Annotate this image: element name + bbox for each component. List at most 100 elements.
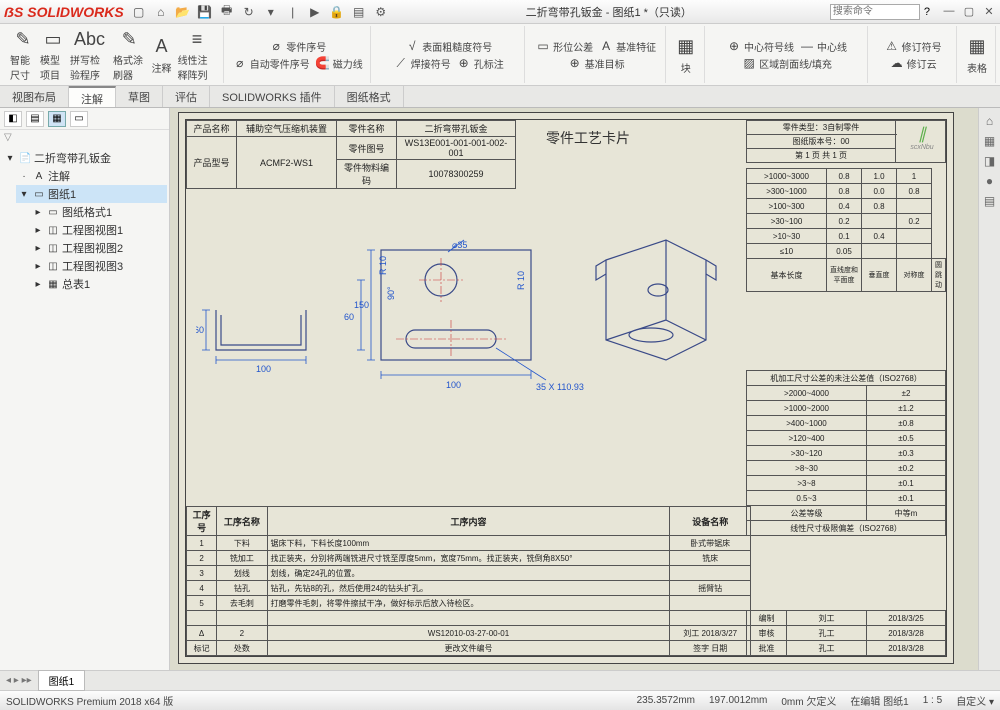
- print-icon[interactable]: 🖶: [220, 5, 234, 19]
- ortho-views: 100 60 ⌀35 150 60 100: [196, 180, 736, 410]
- ribbon-btn[interactable]: ▦表格: [963, 33, 991, 77]
- appr-icon[interactable]: ●: [986, 174, 993, 188]
- svg-text:100: 100: [256, 364, 271, 374]
- ribbon-btn[interactable]: ▭模型项目: [38, 25, 68, 84]
- window-controls: — ▢ ✕: [942, 5, 996, 18]
- ribbon: ✎智能尺寸▭模型项目Abc拼写检验程序✎格式涂刷器A注释≡线性注释阵列 ⌀零件序…: [0, 24, 1000, 86]
- feature-tree: ▾📄二折弯带孔钣金·A注解▾▭图纸1▸▭图纸格式1▸◫工程图视图1▸◫工程图视图…: [0, 145, 169, 297]
- svg-text:90°: 90°: [386, 286, 396, 300]
- tree-item[interactable]: ▸▦总表1: [30, 275, 167, 293]
- card-title: 零件工艺卡片: [546, 128, 630, 148]
- status-x: 235.3572mm: [637, 695, 695, 706]
- minimize-icon[interactable]: —: [942, 5, 956, 18]
- ribbon-btn[interactable]: —中心线: [800, 39, 847, 54]
- right-header-table: 零件类型：3自制零件图纸版本号：00第 1 页 共 1 页: [746, 120, 946, 163]
- signature-table: 编制刘工2018/3/25审核孔工2018/3/28批准孔工2018/3/28: [746, 610, 946, 656]
- close-icon[interactable]: ✕: [982, 5, 996, 18]
- header-table: 产品名称辅助空气压缩机装置零件名称二折弯带孔钣金产品型号ACMF2-WS1零件图…: [186, 120, 516, 189]
- cust-icon[interactable]: ▤: [984, 194, 995, 208]
- status-y: 197.0012mm: [709, 695, 767, 706]
- svg-text:35 X 110.93: 35 X 110.93: [536, 382, 584, 392]
- tree-item[interactable]: ▾▭图纸1: [16, 185, 167, 203]
- config-tab-icon[interactable]: ▦: [48, 111, 66, 127]
- ribbon-tab[interactable]: 图纸格式: [335, 86, 404, 107]
- open-icon[interactable]: 📂: [176, 5, 190, 19]
- ribbon-btn[interactable]: A基准特征: [599, 39, 656, 54]
- ribbon-btn[interactable]: ⊕中心符号线: [727, 39, 794, 54]
- ribbon-btn[interactable]: ✎智能尺寸: [8, 25, 38, 84]
- svg-text:60: 60: [196, 325, 204, 335]
- status-custom[interactable]: 自定义 ▾: [956, 693, 994, 708]
- svg-text:60: 60: [344, 312, 354, 322]
- ribbon-tab[interactable]: 注解: [69, 86, 116, 107]
- rebuild-icon[interactable]: ▶: [308, 5, 322, 19]
- tree-root[interactable]: ▾📄二折弯带孔钣金: [2, 149, 167, 167]
- ribbon-btn[interactable]: ▭形位公差: [536, 39, 593, 54]
- lib-icon[interactable]: ▦: [984, 134, 995, 148]
- settings-icon[interactable]: ▾: [264, 5, 278, 19]
- search-input[interactable]: [830, 4, 920, 20]
- status-scale: 1 : 5: [923, 695, 942, 706]
- svg-text:100: 100: [446, 380, 461, 390]
- quick-access: ▢ ⌂ 📂 💾 🖶 ↻ ▾ | ▶ 🔒 ▤ ⚙: [132, 5, 388, 19]
- ribbon-btn[interactable]: ⚠修订符号: [885, 39, 942, 54]
- tree-item[interactable]: ▸◫工程图视图3: [30, 257, 167, 275]
- tree-item[interactable]: ▸◫工程图视图2: [30, 239, 167, 257]
- drawing-canvas[interactable]: 产品名称辅助空气压缩机装置零件名称二折弯带孔钣金产品型号ACMF2-WS1零件图…: [170, 108, 978, 670]
- ribbon-btn[interactable]: ☁修订云: [890, 56, 937, 71]
- svg-text:R 10: R 10: [378, 256, 388, 275]
- sheet-tab[interactable]: 图纸1: [38, 670, 86, 691]
- status-mode: 在编辑 图纸1: [850, 693, 908, 708]
- prop-tab-icon[interactable]: ▤: [26, 111, 44, 127]
- drawing-sheet: 产品名称辅助空气压缩机装置零件名称二折弯带孔钣金产品型号ACMF2-WS1零件图…: [178, 112, 954, 664]
- title-bar: ẞS SOLIDWORKS ▢ ⌂ 📂 💾 🖶 ↻ ▾ | ▶ 🔒 ▤ ⚙ 二折…: [0, 0, 1000, 24]
- workspace: ◧ ▤ ▦ ▭ ▽ ▾📄二折弯带孔钣金·A注解▾▭图纸1▸▭图纸格式1▸◫工程图…: [0, 108, 1000, 670]
- redo-icon[interactable]: ↻: [242, 5, 256, 19]
- options-icon[interactable]: 🔒: [330, 5, 344, 19]
- status-bar: SOLIDWORKS Premium 2018 x64 版 235.3572mm…: [0, 690, 1000, 710]
- ribbon-btn[interactable]: 🧲磁力线: [316, 56, 363, 71]
- res-icon[interactable]: ⌂: [986, 114, 993, 128]
- ribbon-btn[interactable]: ⊕基准目标: [568, 56, 625, 71]
- ribbon-tab[interactable]: 视图布局: [0, 86, 69, 107]
- ribbon-btn[interactable]: ≡线性注释阵列: [176, 25, 219, 84]
- home-icon[interactable]: ⌂: [154, 5, 168, 19]
- tree-item[interactable]: ▸◫工程图视图1: [30, 221, 167, 239]
- sep: |: [286, 5, 300, 19]
- svg-text:⌀35: ⌀35: [452, 240, 467, 250]
- ribbon-btn[interactable]: A注释: [148, 33, 176, 77]
- ribbon-btn[interactable]: ⌀自动零件序号: [233, 56, 310, 71]
- doc-title: 二折弯带孔钣金 - 图纸1 *（只读）: [388, 4, 830, 20]
- task-pane: ⌂ ▦ ◨ ● ▤: [978, 108, 1000, 670]
- svg-text:R 10: R 10: [516, 271, 526, 290]
- opts-icon[interactable]: ▤: [352, 5, 366, 19]
- ribbon-btn[interactable]: ▦块: [672, 33, 700, 77]
- ribbon-btn[interactable]: √表面粗糙度符号: [405, 39, 492, 54]
- svg-text:150: 150: [354, 300, 369, 310]
- disp-tab-icon[interactable]: ▭: [70, 111, 88, 127]
- tree-item[interactable]: ·A注解: [16, 167, 167, 185]
- ribbon-tab[interactable]: 草图: [116, 86, 163, 107]
- sheet-tabs: ◂ ▸ ▸▸ 图纸1: [0, 670, 1000, 690]
- ribbon-btn[interactable]: ⊕孔标注: [457, 56, 504, 71]
- app-logo: ẞS SOLIDWORKS: [4, 4, 124, 20]
- tolerance-table-2: 机加工尺寸公差的未注公差值（ISO2768）>2000~4000±2>1000~…: [746, 370, 946, 536]
- panel-switcher: ◧ ▤ ▦ ▭: [0, 108, 169, 130]
- maximize-icon[interactable]: ▢: [962, 5, 976, 18]
- status-z: 0mm 欠定义: [781, 693, 836, 708]
- ribbon-btn[interactable]: ⟋焊接符号: [394, 56, 451, 71]
- ribbon-tab[interactable]: SOLIDWORKS 插件: [210, 86, 335, 107]
- help-icon[interactable]: ?: [924, 6, 930, 18]
- tree-item[interactable]: ▸▭图纸格式1: [30, 203, 167, 221]
- ribbon-btn[interactable]: ▨区域剖面线/填充: [742, 56, 832, 71]
- view-icon[interactable]: ◨: [984, 154, 995, 168]
- gear-icon[interactable]: ⚙: [374, 5, 388, 19]
- tree-tab-icon[interactable]: ◧: [4, 111, 22, 127]
- ribbon-btn[interactable]: ⌀零件序号: [269, 39, 326, 54]
- ribbon-tab[interactable]: 评估: [163, 86, 210, 107]
- tolerance-table-1: >1000~30000.81.01>300~10000.80.00.8>100~…: [746, 168, 946, 292]
- save-icon[interactable]: 💾: [198, 5, 212, 19]
- ribbon-btn[interactable]: Abc拼写检验程序: [68, 25, 111, 84]
- ribbon-btn[interactable]: ✎格式涂刷器: [111, 25, 148, 84]
- new-icon[interactable]: ▢: [132, 5, 146, 19]
